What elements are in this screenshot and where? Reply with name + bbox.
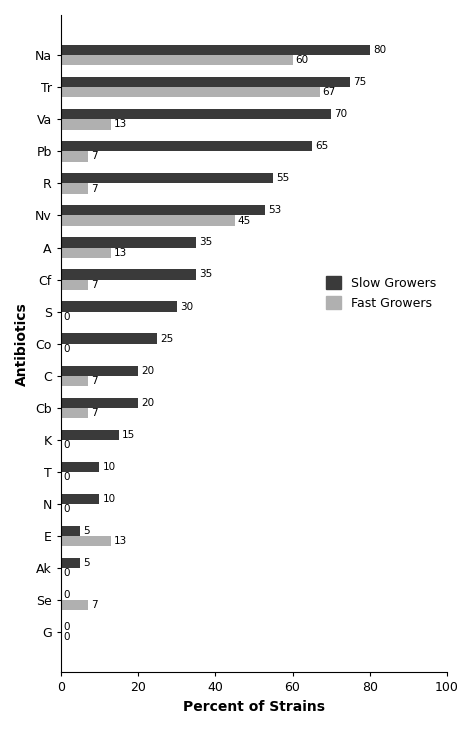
X-axis label: Percent of Strains: Percent of Strains (183, 700, 325, 714)
Bar (61, 558, 80, 568)
Text: 5: 5 (83, 526, 90, 536)
Text: 7: 7 (91, 280, 98, 289)
Text: 0: 0 (64, 312, 70, 321)
Text: 10: 10 (102, 462, 116, 472)
Bar (61, 184, 88, 194)
Text: 45: 45 (237, 216, 251, 225)
Bar (61, 141, 312, 152)
Legend: Slow Growers, Fast Growers: Slow Growers, Fast Growers (320, 271, 441, 315)
Bar (61, 45, 370, 55)
Text: 0: 0 (64, 622, 70, 632)
Text: 20: 20 (141, 398, 154, 408)
Bar (61, 494, 100, 504)
Text: 53: 53 (269, 206, 282, 215)
Text: 7: 7 (91, 601, 98, 610)
Bar (61, 397, 138, 408)
Bar (61, 408, 88, 418)
Bar (61, 55, 292, 66)
Text: 35: 35 (199, 238, 212, 247)
Bar (61, 205, 265, 216)
Bar (61, 536, 111, 546)
Bar (61, 77, 350, 87)
Bar (61, 280, 88, 290)
Text: 65: 65 (315, 141, 328, 151)
Bar (61, 301, 177, 311)
Bar (61, 216, 235, 226)
Text: 35: 35 (199, 270, 212, 279)
Text: 0: 0 (64, 569, 70, 578)
Bar (61, 461, 100, 472)
Bar (61, 248, 111, 258)
Bar (61, 173, 273, 184)
Text: 0: 0 (64, 590, 70, 600)
Text: 13: 13 (114, 248, 128, 257)
Text: 13: 13 (114, 120, 128, 130)
Text: 75: 75 (354, 77, 367, 87)
Text: 25: 25 (160, 334, 173, 343)
Text: 5: 5 (83, 558, 90, 568)
Text: 60: 60 (296, 55, 309, 66)
Text: 15: 15 (122, 430, 135, 440)
Text: 0: 0 (64, 632, 70, 642)
Bar (61, 429, 118, 440)
Bar (61, 526, 80, 536)
Bar (61, 600, 88, 610)
Text: 70: 70 (334, 109, 347, 119)
Bar (61, 87, 319, 98)
Text: 7: 7 (91, 152, 98, 161)
Y-axis label: Antibiotics: Antibiotics (15, 302, 29, 386)
Bar (61, 375, 88, 386)
Bar (61, 269, 196, 280)
Text: 0: 0 (64, 504, 70, 514)
Bar (61, 365, 138, 375)
Text: 7: 7 (91, 408, 98, 418)
Text: 80: 80 (373, 45, 386, 55)
Bar (61, 152, 88, 162)
Text: 7: 7 (91, 376, 98, 386)
Text: 0: 0 (64, 344, 70, 354)
Bar (61, 120, 111, 130)
Text: 20: 20 (141, 366, 154, 375)
Bar (61, 333, 157, 343)
Text: 7: 7 (91, 184, 98, 193)
Text: 0: 0 (64, 440, 70, 450)
Text: 10: 10 (102, 494, 116, 504)
Bar (61, 109, 331, 120)
Text: 67: 67 (323, 87, 336, 98)
Text: 0: 0 (64, 472, 70, 482)
Text: 30: 30 (180, 302, 193, 311)
Bar (61, 237, 196, 248)
Text: 13: 13 (114, 537, 128, 546)
Text: 55: 55 (276, 174, 290, 183)
